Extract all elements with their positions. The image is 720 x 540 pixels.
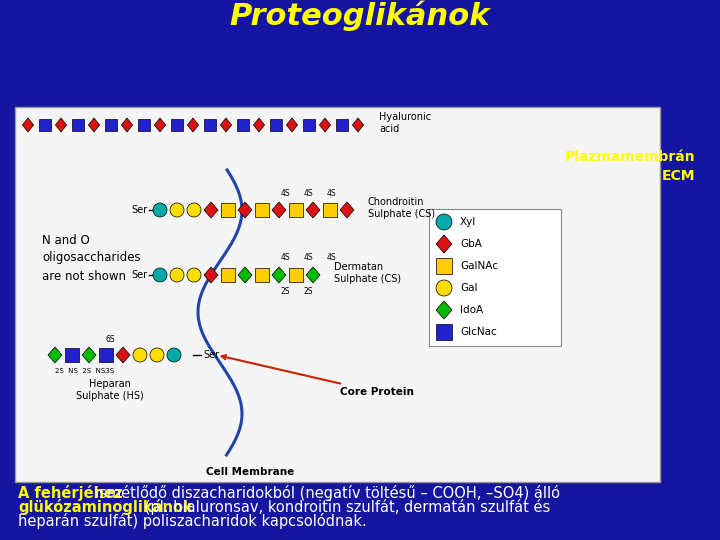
Text: GlcNac: GlcNac — [460, 327, 497, 337]
Bar — [221, 268, 235, 282]
Bar — [65, 348, 79, 362]
Text: Cell Membrane: Cell Membrane — [206, 467, 294, 477]
Polygon shape — [340, 202, 354, 218]
Bar — [255, 268, 269, 282]
Polygon shape — [306, 202, 320, 218]
Text: Plazmamembrán
ECM: Plazmamembrán ECM — [564, 150, 695, 184]
Text: 2S  NS  2S  NS3S: 2S NS 2S NS3S — [55, 368, 114, 374]
Bar — [436, 258, 452, 274]
Polygon shape — [187, 118, 199, 132]
Polygon shape — [204, 202, 218, 218]
Bar — [323, 203, 337, 217]
Text: Ser: Ser — [203, 350, 219, 360]
Text: Gal: Gal — [460, 283, 477, 293]
Polygon shape — [272, 202, 286, 218]
Bar — [204, 119, 215, 131]
Polygon shape — [82, 347, 96, 363]
Polygon shape — [204, 267, 218, 283]
Bar — [302, 119, 315, 131]
Text: Chondroitin
Sulphate (CS): Chondroitin Sulphate (CS) — [368, 197, 435, 219]
Polygon shape — [436, 235, 452, 253]
Text: 4S: 4S — [326, 188, 336, 198]
Polygon shape — [320, 118, 330, 132]
Text: Proteoglikánok: Proteoglikánok — [230, 1, 490, 31]
Text: 4S: 4S — [303, 253, 312, 262]
Text: 6S: 6S — [105, 334, 114, 343]
Text: GalNAc: GalNAc — [460, 261, 498, 271]
Circle shape — [436, 280, 452, 296]
Polygon shape — [352, 118, 364, 132]
Text: 4S: 4S — [280, 253, 290, 262]
Text: Heparan
Sulphate (HS): Heparan Sulphate (HS) — [76, 379, 144, 401]
Text: 4S: 4S — [303, 188, 312, 198]
FancyBboxPatch shape — [15, 107, 660, 482]
Text: Dermatan
Sulphate (CS): Dermatan Sulphate (CS) — [334, 262, 401, 284]
Text: Xyl: Xyl — [460, 217, 476, 227]
Polygon shape — [287, 118, 297, 132]
Bar — [255, 203, 269, 217]
Bar — [289, 203, 303, 217]
Polygon shape — [306, 267, 320, 283]
Polygon shape — [89, 118, 99, 132]
Polygon shape — [55, 118, 66, 132]
Circle shape — [153, 268, 167, 282]
FancyBboxPatch shape — [429, 209, 561, 346]
Text: N and O
oligosaccharides
are not shown: N and O oligosaccharides are not shown — [42, 233, 140, 282]
Polygon shape — [253, 118, 265, 132]
Bar — [99, 348, 113, 362]
Bar — [336, 119, 348, 131]
Text: Hyaluronic
acid: Hyaluronic acid — [379, 112, 431, 134]
Text: 4S: 4S — [280, 188, 290, 198]
Text: 4S: 4S — [326, 253, 336, 262]
Circle shape — [133, 348, 147, 362]
Circle shape — [187, 203, 201, 217]
Bar — [236, 119, 248, 131]
Circle shape — [153, 203, 167, 217]
Polygon shape — [22, 118, 34, 132]
Circle shape — [187, 268, 201, 282]
Bar — [221, 203, 235, 217]
Bar — [71, 119, 84, 131]
Text: A fehérjéhez: A fehérjéhez — [18, 485, 127, 501]
Polygon shape — [116, 347, 130, 363]
Text: 2S: 2S — [303, 287, 312, 296]
Text: IdoA: IdoA — [460, 305, 483, 315]
Polygon shape — [436, 301, 452, 319]
Bar — [171, 119, 182, 131]
Text: (pl. hialuronsav, kondroitin szulfát, dermatán szulfát és: (pl. hialuronsav, kondroitin szulfát, de… — [140, 499, 550, 515]
Polygon shape — [154, 118, 166, 132]
Polygon shape — [122, 118, 132, 132]
Polygon shape — [238, 202, 252, 218]
Circle shape — [170, 203, 184, 217]
Circle shape — [167, 348, 181, 362]
Bar — [289, 268, 303, 282]
Text: Ser: Ser — [132, 270, 148, 280]
Polygon shape — [48, 347, 62, 363]
Polygon shape — [272, 267, 286, 283]
Text: GbA: GbA — [460, 239, 482, 249]
Bar — [269, 119, 282, 131]
Polygon shape — [220, 118, 232, 132]
Bar — [104, 119, 117, 131]
Text: ismétlődő diszacharidokból (negatív töltésű – COOH, –SO4) álló: ismétlődő diszacharidokból (negatív tölt… — [95, 485, 560, 501]
Bar — [436, 324, 452, 340]
Circle shape — [170, 268, 184, 282]
Text: glükózaminoglikánok: glükózaminoglikánok — [18, 499, 193, 515]
Bar — [38, 119, 50, 131]
Circle shape — [436, 214, 452, 230]
Text: Core Protein: Core Protein — [222, 355, 414, 397]
Text: Ser: Ser — [132, 205, 148, 215]
Bar — [138, 119, 150, 131]
Circle shape — [150, 348, 164, 362]
Polygon shape — [238, 267, 252, 283]
Text: 2S: 2S — [280, 287, 289, 296]
Text: heparán szulfát) poliszacharidok kapcsolódnak.: heparán szulfát) poliszacharidok kapcsol… — [18, 513, 366, 529]
